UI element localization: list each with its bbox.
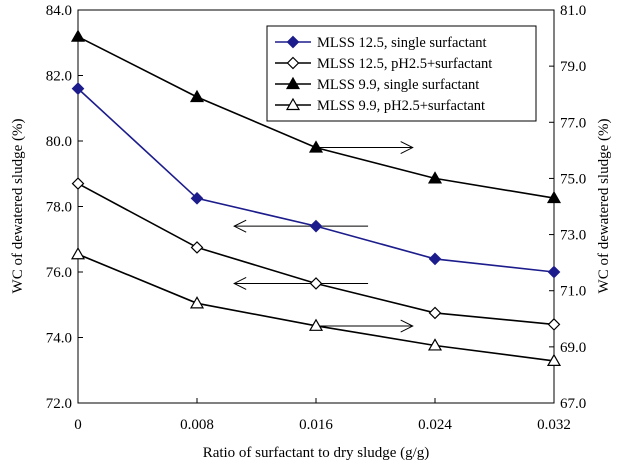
data-point	[427, 338, 443, 351]
annotation-arrow	[233, 219, 369, 233]
arrow-head	[400, 141, 414, 154]
legend-label: MLSS 12.5, pH2.5+surfactant	[317, 56, 492, 72]
data-point	[309, 219, 323, 233]
annotation-arrow	[316, 319, 414, 333]
data-point	[190, 241, 204, 254]
y-left-tick-label: 72.0	[46, 396, 72, 412]
data-point	[427, 171, 443, 184]
data-point	[70, 29, 86, 42]
legend-item: MLSS 9.9, single surfactant	[275, 76, 479, 93]
y-right-tick-label: 69.0	[560, 340, 586, 356]
x-tick-label: 0.024	[418, 417, 452, 433]
y-axis-left: 72.0 74.0 76.0 78.0 80.0 82.0 84.0	[46, 3, 83, 412]
legend-label: MLSS 9.9, pH2.5+surfactant	[317, 98, 485, 114]
x-tick-label: 0.008	[180, 417, 214, 433]
y-right-tick-label: 75.0	[560, 171, 586, 187]
data-point	[308, 318, 324, 331]
legend-item: MLSS 12.5, single surfactant	[275, 35, 487, 51]
data-point	[546, 353, 562, 366]
legend-marker	[286, 35, 300, 49]
series-4	[70, 247, 562, 366]
y-right-tick-label: 71.0	[560, 284, 586, 300]
y-axis-left-title: WC of dewatered sludge (%)	[10, 119, 26, 294]
series-3	[70, 29, 562, 204]
y-axis-right: 67.0 69.0 71.0 73.0 75.0 77.0 79.0 81.0	[549, 3, 586, 412]
series-1	[71, 82, 561, 279]
legend-label: MLSS 12.5, single surfactant	[317, 35, 487, 51]
y-left-tick-label: 80.0	[46, 134, 72, 150]
data-point	[547, 265, 561, 279]
data-point	[70, 247, 86, 260]
legend-item: MLSS 9.9, pH2.5+surfactant	[275, 97, 485, 114]
x-tick-label: 0.016	[299, 417, 333, 433]
series-layer	[70, 29, 562, 366]
y-left-tick-label: 76.0	[46, 265, 72, 281]
x-tick-label: 0.032	[537, 417, 571, 433]
data-point	[428, 306, 442, 320]
legend: MLSS 12.5, single surfactant MLSS 12.5, p…	[266, 25, 537, 122]
data-point	[546, 190, 562, 204]
data-point	[308, 140, 324, 153]
y-axis-right-title: WC of dewatered sludge (%)	[596, 119, 612, 294]
data-point	[190, 191, 204, 205]
data-point	[71, 177, 85, 190]
y-left-tick-label: 74.0	[46, 331, 72, 347]
data-point	[189, 296, 205, 309]
y-right-tick-label: 81.0	[560, 3, 586, 19]
x-axis: 0 0.008 0.016 0.024 0.032	[74, 398, 571, 433]
arrow-head	[400, 319, 414, 333]
y-right-tick-label: 77.0	[560, 115, 586, 131]
arrow-head	[233, 219, 247, 233]
data-point	[428, 252, 442, 266]
y-left-tick-label: 78.0	[46, 200, 72, 216]
legend-box	[266, 25, 537, 122]
legend-marker	[285, 97, 301, 111]
y-right-tick-label: 67.0	[560, 396, 586, 412]
series-2	[71, 177, 561, 331]
legend-item: MLSS 12.5, pH2.5+surfactant	[275, 56, 492, 72]
annotations	[233, 141, 414, 333]
data-point	[547, 318, 561, 331]
annotation-arrow	[316, 141, 414, 154]
legend-marker	[285, 76, 301, 90]
annotation-arrow	[233, 277, 369, 290]
y-right-tick-label: 73.0	[560, 228, 586, 244]
y-right-tick-label: 79.0	[560, 59, 586, 75]
x-axis-title: Ratio of surfactant to dry sludge (g/g)	[203, 445, 430, 461]
legend-label: MLSS 9.9, single surfactant	[317, 77, 479, 93]
data-point	[309, 277, 323, 290]
arrow-head	[233, 277, 247, 290]
y-left-tick-label: 82.0	[46, 69, 72, 85]
data-point	[71, 82, 85, 95]
y-left-tick-label: 84.0	[46, 3, 72, 19]
legend-marker	[286, 56, 300, 70]
x-tick-label: 0	[74, 417, 82, 433]
data-point	[189, 89, 205, 103]
